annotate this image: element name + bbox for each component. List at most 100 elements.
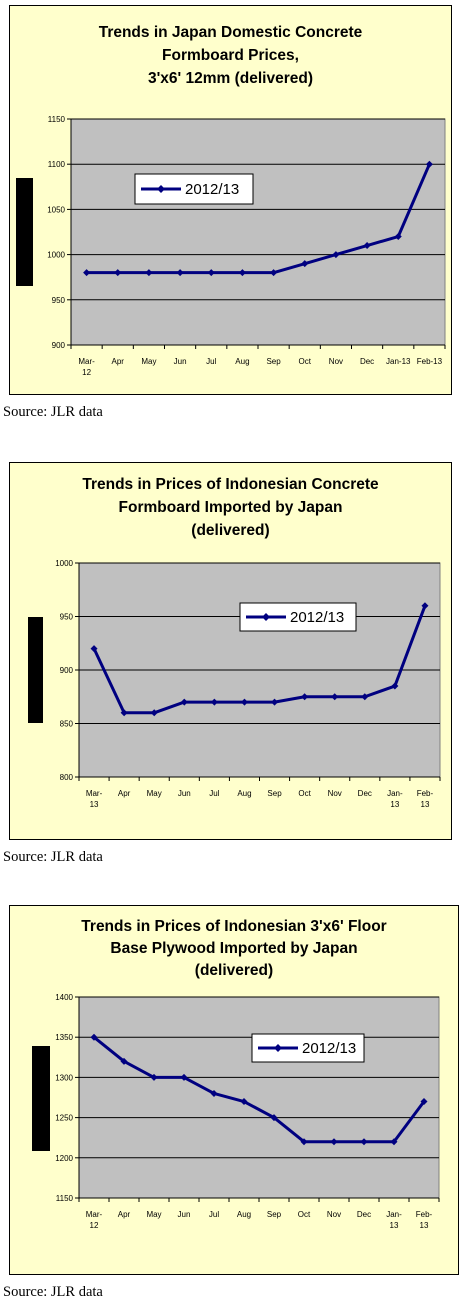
- chart-3-ytick-label-5: 1400: [55, 993, 73, 1002]
- chart-1-data-point-1: [114, 269, 122, 277]
- chart-2-xtick-label-8: Nov: [328, 789, 342, 798]
- chart-2-legend-label: 2012/13: [290, 609, 344, 626]
- chart-3-xtick-label-10: Jan-13: [386, 1210, 402, 1230]
- chart-3-data-point-5: [240, 1098, 248, 1106]
- chart-1-xtick-label-2: May: [141, 357, 156, 366]
- chart-3-title-line-2: Base Plywood Imported by Japan: [110, 940, 358, 957]
- chart-1-data-point-4: [207, 269, 215, 277]
- chart-2-ytick-label-2: 900: [60, 666, 74, 675]
- chart-2-data-point-9: [361, 693, 369, 701]
- chart-3-ytick-label-2: 1250: [55, 1114, 73, 1123]
- chart-1-xtick-label-10: Jan-13: [386, 357, 411, 366]
- chart-1-title-line-2: Formboard Prices,: [162, 47, 299, 64]
- chart-3-data-point-9: [360, 1138, 368, 1146]
- chart-2-xtick-label-5: Aug: [237, 789, 251, 798]
- chart-2-xtick-label-1: Apr: [118, 789, 131, 798]
- chart-3-xtick-label-1: Apr: [118, 1210, 131, 1219]
- chart-3-xtick-label-7: Oct: [298, 1210, 311, 1219]
- chart-1-data-point-7: [301, 260, 309, 268]
- chart-1-data-point-3: [176, 269, 184, 277]
- chart-1-xtick-label-8: Nov: [329, 357, 343, 366]
- chart-3-ytick-label-0: 1150: [56, 1194, 74, 1203]
- chart-3-title-line-1: Trends in Prices of Indonesian 3'x6' Flo…: [81, 918, 387, 935]
- chart-2-ytick-label-4: 1000: [55, 559, 73, 568]
- chart-3-xtick-label-2: May: [146, 1210, 161, 1219]
- chart-2-data-point-4: [210, 698, 218, 706]
- chart-3-data-point-6: [270, 1114, 278, 1122]
- chart-1-xtick-label-4: Jul: [206, 357, 216, 366]
- chart-1-legend-box: [134, 173, 254, 205]
- chart-1-legend-marker: [157, 185, 165, 193]
- chart-1-data-point-6: [270, 269, 278, 277]
- chart-3-data-point-1: [120, 1057, 128, 1065]
- chart-2-data-point-2: [150, 709, 158, 717]
- chart-3-data-point-4: [210, 1089, 218, 1097]
- chart-1-data-point-9: [363, 242, 371, 250]
- chart-3-data-point-3: [180, 1073, 188, 1081]
- chart-3-plot: 1150 1200 1250 1300 1350 1400 Mar-12 Apr May Jun J…: [55, 993, 440, 1230]
- chart-3-data-point-8: [330, 1138, 338, 1146]
- chart-1-ytick-label-5: 1150: [48, 115, 66, 124]
- chart-1-data-point-2: [145, 269, 153, 277]
- chart-3-xtick-label-11: Feb-13: [416, 1210, 433, 1230]
- chart-2-xtick-label-0: Mar-13: [86, 789, 103, 809]
- chart-3-ytick-label-4: 1350: [55, 1033, 73, 1042]
- chart-2-title-line-1: Trends in Prices of Indonesian Concrete: [82, 476, 379, 493]
- chart-3-legend-marker: [274, 1044, 282, 1052]
- chart-2-data-point-10: [391, 682, 399, 690]
- chart-1-series-line: [86, 163, 431, 275]
- chart-1-plot: 900 950 1000 1050 1100 1150 Mar-12 Apr May Jun Jul…: [47, 115, 446, 377]
- chart-1-source: Source: JLR data: [3, 404, 103, 420]
- chart-2-xtick-label-9: Dec: [358, 789, 372, 798]
- chart-3-xtick-label-9: Dec: [357, 1210, 371, 1219]
- chart-1-data-point-10: [394, 233, 402, 241]
- chart-1-data-point-8: [332, 251, 340, 259]
- chart-2-data-point-3: [180, 698, 188, 706]
- chart-3-xtick-label-4: Jul: [209, 1210, 219, 1219]
- chart-1-ytick-label-4: 1100: [48, 160, 66, 169]
- chart-3-ytick-label-3: 1300: [55, 1073, 73, 1082]
- chart-2-xtick-label-4: Jul: [209, 789, 219, 798]
- chart-2-xtick-label-11: Feb-13: [417, 789, 434, 809]
- chart-1-xtick-label-9: Dec: [360, 357, 374, 366]
- chart-1-plot-area: [70, 118, 446, 346]
- chart-3-data-point-10: [390, 1138, 398, 1146]
- chart-3-legend-label: 2012/13: [302, 1040, 356, 1057]
- chart-3-plot-area: [78, 996, 440, 1199]
- chart-2-plot: 800 850 900 950 1000 Mar-13 Apr May Jun Jul Aug Sep…: [55, 559, 441, 809]
- chart-1-data-point-11: [425, 160, 433, 168]
- chart-3-ytick-label-1: 1200: [55, 1154, 73, 1163]
- chart-2-data-point-8: [331, 693, 339, 701]
- chart-3-xtick-label-6: Sep: [267, 1210, 282, 1219]
- chart-1-ytick-label-0: 900: [52, 341, 66, 350]
- chart-3-container: Trends in Prices of Indonesian 3'x6' Flo…: [9, 905, 459, 1275]
- chart-3-xtick-label-5: Aug: [237, 1210, 251, 1219]
- chart-3-source: Source: JLR data: [3, 1284, 103, 1300]
- chart-3-data-point-11: [420, 1098, 428, 1106]
- chart-2-title-line-3: (delivered): [191, 522, 270, 539]
- chart-1-data-point-0: [83, 269, 91, 277]
- chart-2-title-line-2: Formboard Imported by Japan: [118, 499, 343, 516]
- chart-3-xtick-label-0: Mar-12: [86, 1210, 103, 1230]
- chart-3-title-line-3: (delivered): [194, 962, 274, 979]
- chart-1-data-point-5: [238, 269, 246, 277]
- chart-2-data-point-5: [240, 698, 248, 706]
- chart-1-xtick-label-1: Apr: [112, 357, 125, 366]
- chart-1-xtick-label-7: Oct: [299, 357, 312, 366]
- chart-3-data-point-2: [150, 1073, 158, 1081]
- chart-2-series-line: [92, 605, 427, 715]
- chart-1-xtick-label-0: Mar-12: [78, 357, 95, 377]
- chart-1-xtick-label-3: Jun: [174, 357, 187, 366]
- chart-2-xtick-label-3: Jun: [178, 789, 191, 798]
- chart-3-series-line: [93, 1036, 426, 1144]
- chart-2-ylabel-bar: [28, 617, 43, 723]
- chart-3-data-point-0: [90, 1033, 98, 1041]
- chart-1-title-line-1: Trends in Japan Domestic Concrete: [98, 24, 363, 41]
- chart-1-ytick-label-3: 1050: [47, 205, 65, 214]
- chart-2-legend-marker: [262, 613, 270, 621]
- chart-2-xtick-label-10: Jan-13: [387, 789, 403, 809]
- chart-2-ytick-label-0: 800: [60, 773, 74, 782]
- chart-2-ytick-label-1: 850: [60, 720, 74, 729]
- chart-2-data-point-1: [120, 709, 128, 717]
- chart-3-data-point-7: [300, 1138, 308, 1146]
